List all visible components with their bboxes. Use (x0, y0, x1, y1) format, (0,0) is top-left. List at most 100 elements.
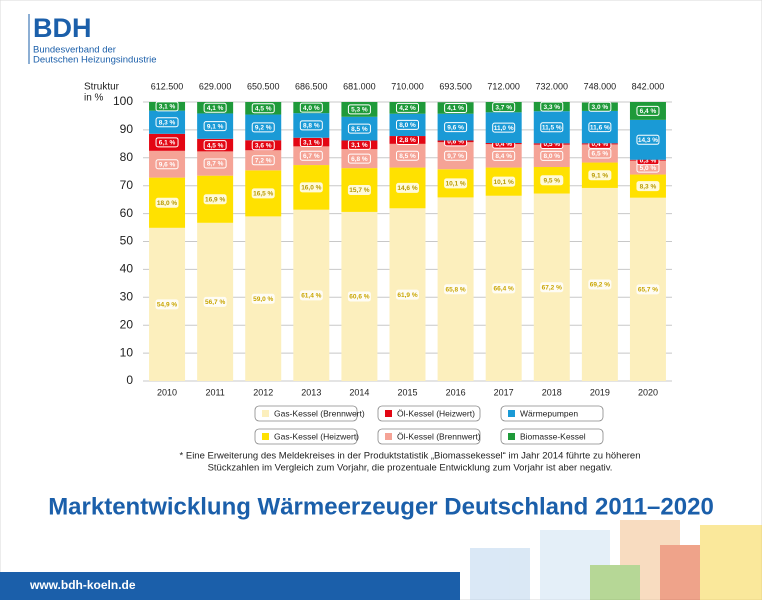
value-label: 11,5 % (542, 124, 562, 131)
value-label-box (444, 178, 468, 189)
value-label-box (540, 101, 564, 112)
value-label: 9,1 % (207, 123, 224, 130)
legend-box (254, 428, 358, 445)
value-label: 7,2 % (255, 158, 272, 165)
value-label: 65,7 % (638, 287, 658, 294)
value-label: 18,0 % (157, 200, 177, 207)
value-label-box (347, 123, 371, 134)
total-label: 681.000 (343, 81, 376, 91)
value-label: 14,6 % (397, 185, 417, 192)
x-tick-label: 2017 (494, 387, 514, 397)
value-label-box (636, 134, 660, 145)
legend-swatch (508, 433, 515, 440)
total-label: 686.500 (295, 81, 328, 91)
value-label: 3,6 % (255, 142, 272, 149)
x-tick-label: 2012 (253, 387, 273, 397)
value-label-box (444, 150, 468, 161)
value-label: 8,4 % (495, 153, 512, 160)
x-tick-label: 2014 (349, 387, 369, 397)
value-label-box (155, 101, 179, 112)
x-tick-label: 2019 (590, 387, 610, 397)
value-label-box (540, 122, 564, 133)
value-label: 8,5 % (351, 126, 368, 133)
value-label: 3,3 % (543, 104, 560, 111)
value-label: 11,0 % (494, 125, 514, 132)
value-label-box (155, 159, 179, 170)
value-label-box (251, 293, 275, 304)
value-label-box (636, 284, 660, 295)
value-label: 4,5 % (255, 105, 272, 112)
value-label-box (396, 182, 419, 193)
value-label: 4,1 % (447, 105, 464, 112)
value-label: 61,4 % (301, 293, 321, 300)
value-label: 0,4 % (592, 141, 609, 148)
value-label: 9,1 % (592, 172, 609, 179)
value-label: 5,3 % (351, 107, 368, 114)
value-label: 10,1 % (494, 179, 514, 186)
value-label: 3,0 % (592, 104, 609, 111)
x-tick-label: 2016 (446, 387, 466, 397)
x-tick-label: 2013 (301, 387, 321, 397)
legend-box (500, 405, 604, 422)
y-tick-label: 50 (120, 234, 134, 248)
value-label-box (299, 182, 323, 193)
value-label-box (444, 122, 468, 133)
value-label-box (636, 181, 660, 192)
value-label: 9,2 % (255, 125, 272, 132)
legend-box (377, 428, 481, 445)
value-label-box (540, 175, 564, 186)
value-label: 9,7 % (447, 153, 464, 160)
value-label-box (396, 289, 419, 300)
total-label: 650.500 (247, 81, 280, 91)
legend-swatch (385, 410, 392, 417)
value-label: 8,8 % (303, 123, 320, 130)
total-label: 710.000 (391, 81, 424, 91)
value-label-box (251, 122, 275, 133)
value-label-box (588, 279, 612, 290)
value-label: 67,2 % (542, 284, 562, 291)
total-label: 842.000 (632, 81, 665, 91)
value-label: 3,1 % (159, 104, 176, 111)
footer-url: www.bdh-koeln.de (29, 578, 136, 592)
cube (590, 565, 640, 600)
logo: BDH (33, 13, 92, 43)
value-label: 2,8 % (399, 137, 416, 144)
legend-label: Wärmepumpen (520, 408, 578, 418)
footnote: * Eine Erweiterung des Meldekreises in d… (180, 451, 641, 462)
x-tick-label: 2010 (157, 387, 177, 397)
value-label: 56,7 % (205, 299, 225, 306)
value-label: 0,5 % (543, 141, 560, 148)
footer-band (0, 572, 460, 600)
x-tick-label: 2018 (542, 387, 562, 397)
value-label-box (347, 153, 371, 164)
y-tick-label: 100 (113, 94, 133, 108)
value-label: 10,1 % (445, 181, 465, 188)
value-label: 6,5 % (592, 151, 609, 158)
value-label-box (396, 150, 419, 161)
y-tick-label: 60 (120, 206, 134, 220)
legend-label: Öl-Kessel (Brennwert) (397, 431, 481, 441)
value-label: 8,0 % (543, 153, 560, 160)
value-label: 6,8 % (351, 156, 368, 163)
value-label: 4,5 % (207, 142, 224, 149)
value-label-box (155, 197, 179, 208)
y-tick-label: 10 (120, 345, 134, 359)
value-label: 8,5 % (399, 153, 416, 160)
y-tick-label: 80 (120, 150, 134, 164)
legend-swatch (262, 433, 269, 440)
legend-swatch (385, 433, 392, 440)
value-label-box (347, 104, 371, 115)
org-name: Deutschen Heizungsindustrie (33, 55, 157, 66)
legend-box (500, 428, 604, 445)
value-label: 16,9 % (205, 196, 225, 203)
legend-box (254, 405, 358, 422)
y-tick-label: 40 (120, 262, 134, 276)
value-label: 61,9 % (397, 292, 417, 299)
value-label: 60,6 % (349, 294, 369, 301)
value-label-box (203, 121, 227, 132)
chart-title: Marktentwicklung Wärmeerzeuger Deutschla… (48, 493, 714, 520)
value-label-box (492, 283, 516, 294)
value-label-box (588, 122, 612, 133)
value-label-box (347, 185, 371, 196)
